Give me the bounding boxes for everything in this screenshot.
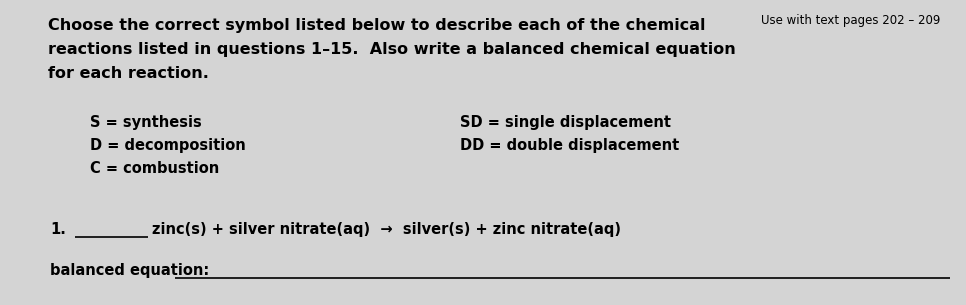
Text: for each reaction.: for each reaction. bbox=[48, 66, 209, 81]
Text: zinc(s) + silver nitrate(aq)  →  silver(s) + zinc nitrate(aq): zinc(s) + silver nitrate(aq) → silver(s)… bbox=[152, 222, 621, 237]
Text: Use with text pages 202 – 209: Use with text pages 202 – 209 bbox=[760, 14, 940, 27]
Text: DD = double displacement: DD = double displacement bbox=[460, 138, 679, 153]
Text: Choose the correct symbol listed below to describe each of the chemical: Choose the correct symbol listed below t… bbox=[48, 18, 705, 33]
Text: S = synthesis: S = synthesis bbox=[90, 115, 202, 130]
Text: C = combustion: C = combustion bbox=[90, 161, 219, 176]
Text: SD = single displacement: SD = single displacement bbox=[460, 115, 671, 130]
Text: reactions listed in questions 1–15.  Also write a balanced chemical equation: reactions listed in questions 1–15. Also… bbox=[48, 42, 736, 57]
Text: 1.: 1. bbox=[50, 222, 66, 237]
Text: balanced equation:: balanced equation: bbox=[50, 263, 210, 278]
Text: D = decomposition: D = decomposition bbox=[90, 138, 245, 153]
